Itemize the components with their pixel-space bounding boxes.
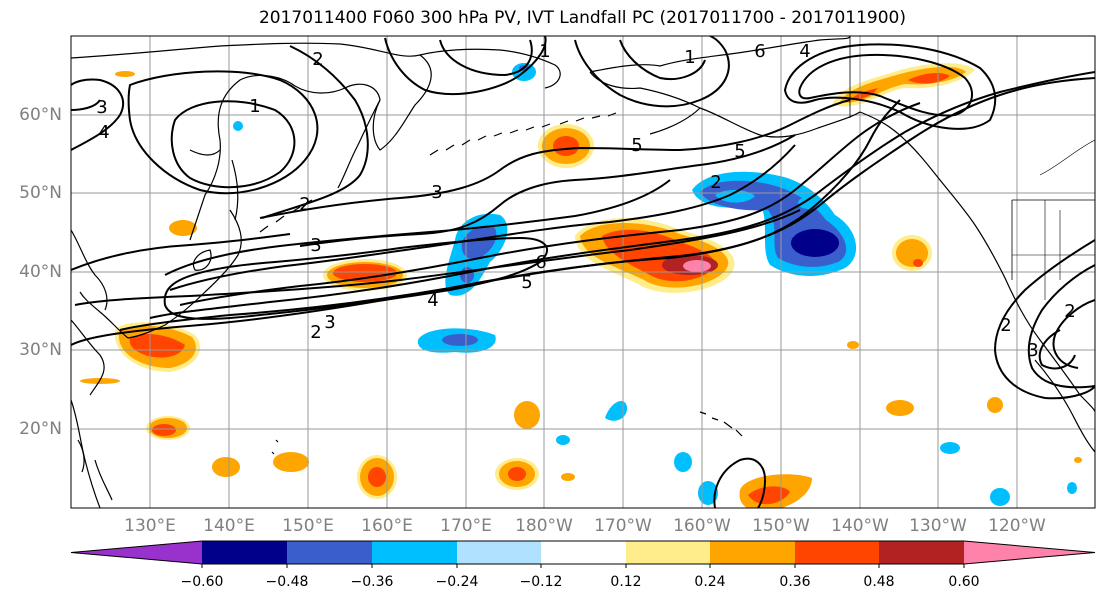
colorbar-swatch <box>287 541 372 564</box>
contour-label: 3 <box>310 235 321 256</box>
colorbar-tick-label: −0.24 <box>436 574 479 590</box>
colorbar-swatch <box>372 541 457 564</box>
longitude-label: 140°E <box>203 516 255 536</box>
pv-shading <box>80 63 1082 508</box>
colorbar-swatch <box>626 541 710 564</box>
ivt-contours <box>71 36 1095 508</box>
contour-label: 1 <box>684 47 695 68</box>
colorbar-tick-labels: −0.60 −0.48 −0.36 −0.24 −0.12 0.12 0.24 0.36 0.4… <box>181 564 980 590</box>
colorbar-extend-min <box>71 541 202 564</box>
contour-label: 2 <box>299 194 310 215</box>
longitude-label: 140°W <box>831 516 889 536</box>
contour-label: 5 <box>734 141 745 162</box>
latitude-label: 20°N <box>19 419 62 439</box>
latitude-labels: 60°N 50°N 40°N 30°N 20°N <box>19 105 62 439</box>
contour-label: 2 <box>310 322 321 343</box>
colorbar-tick-label: −0.36 <box>351 574 394 590</box>
map-frame <box>70 35 1096 509</box>
longitude-label: 160°E <box>361 516 413 536</box>
colorbar-tick-label: 0.12 <box>610 574 641 590</box>
contour-label: 2 <box>710 172 721 193</box>
contour-label: 5 <box>521 272 532 293</box>
colorbar-tick-label: 0.24 <box>694 574 725 590</box>
contour-label: 1 <box>249 96 260 117</box>
contour-label: 4 <box>98 122 109 143</box>
latitude-label: 50°N <box>19 183 62 203</box>
contour-label: 4 <box>427 290 438 311</box>
contour-label: 2 <box>312 49 323 70</box>
colorbar-tick-label: 0.60 <box>948 574 979 590</box>
colorbar-extend-max <box>964 541 1095 564</box>
contour-label: 3 <box>96 97 107 118</box>
contour-label: 3 <box>324 312 335 333</box>
colorbar-tick-label: 0.36 <box>779 574 810 590</box>
colorbar-swatch <box>795 541 879 564</box>
colorbar-swatch <box>202 541 287 564</box>
contour-label: 6 <box>535 252 546 273</box>
colorbar-tick-label: −0.12 <box>520 574 563 590</box>
contour-label: 3 <box>431 182 442 203</box>
colorbar-swatch <box>457 541 541 564</box>
longitude-labels: 130°E 140°E 150°E 160°E 170°E 180°W 170°W 160°W… <box>124 516 1046 536</box>
colorbar-tick-label: −0.60 <box>181 574 224 590</box>
longitude-label: 180°W <box>515 516 573 536</box>
colorbar-swatch <box>879 541 964 564</box>
contour-label: 1 <box>539 41 550 62</box>
coastlines <box>71 36 1095 508</box>
contour-label: 5 <box>631 135 642 156</box>
contour-label: 2 <box>1064 301 1075 322</box>
contour-label: 2 <box>1000 315 1011 336</box>
longitude-label: 130°E <box>124 516 176 536</box>
latitude-label: 60°N <box>19 105 62 125</box>
latitude-label: 40°N <box>19 262 62 282</box>
latitude-label: 30°N <box>19 340 62 360</box>
contour-label: 3 <box>1027 340 1038 361</box>
longitude-label: 150°E <box>282 516 334 536</box>
colorbar-tick-label: 0.48 <box>863 574 894 590</box>
map-title: 2017011400 F060 300 hPa PV, IVT Landfall… <box>258 8 906 28</box>
longitude-label: 160°W <box>673 516 731 536</box>
longitude-label: 130°W <box>909 516 967 536</box>
longitude-label: 170°E <box>440 516 492 536</box>
colorbar-swatch <box>541 541 626 564</box>
colorbar <box>70 540 1096 565</box>
colorbar-tick-label: −0.48 <box>266 574 309 590</box>
longitude-label: 120°W <box>988 516 1046 536</box>
contour-label: 6 <box>754 41 765 62</box>
longitude-label: 170°W <box>594 516 652 536</box>
longitude-label: 150°W <box>752 516 810 536</box>
contour-label: 4 <box>799 41 810 62</box>
colorbar-swatch <box>710 541 795 564</box>
